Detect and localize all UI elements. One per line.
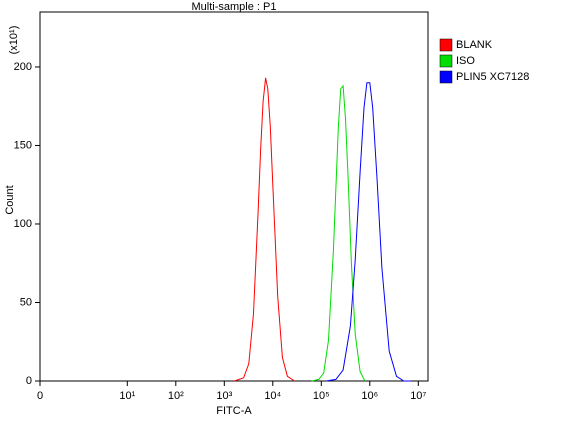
legend-swatch — [439, 70, 453, 84]
histogram-line — [234, 77, 295, 382]
legend-label: ISO — [456, 55, 475, 67]
plot-frame — [39, 11, 429, 382]
y-tick-label: 150 — [14, 139, 32, 151]
x-axis-label: FITC-A — [216, 405, 252, 417]
legend-label: BLANK — [456, 39, 493, 51]
x-tick-label: 10⁶ — [361, 390, 378, 402]
x-tick-label: 10¹ — [119, 390, 135, 402]
histogram-line — [311, 84, 366, 382]
legend-swatch — [439, 54, 453, 68]
x-tick-label: 10⁴ — [264, 390, 281, 402]
legend-label: PLIN5 XC7128 — [456, 71, 529, 83]
y-tick-label: 200 — [14, 61, 32, 73]
x-tick-label: 10⁷ — [410, 390, 426, 402]
x-tick-label: 0 — [37, 390, 43, 402]
histogram-line — [326, 82, 411, 382]
y-tick-label: 0 — [26, 375, 32, 387]
y-axis-label: Count — [4, 185, 16, 214]
x-tick-label: 10³ — [216, 390, 232, 402]
y-tick-label: 50 — [20, 296, 32, 308]
x-tick-label: 10² — [168, 390, 184, 402]
legend-swatch — [439, 38, 453, 52]
chart-title: Multi-sample : P1 — [192, 1, 277, 13]
x-tick-label: 10⁵ — [313, 390, 330, 402]
y-unit-label: (x10¹) — [8, 26, 20, 55]
y-tick-label: 100 — [14, 218, 32, 230]
